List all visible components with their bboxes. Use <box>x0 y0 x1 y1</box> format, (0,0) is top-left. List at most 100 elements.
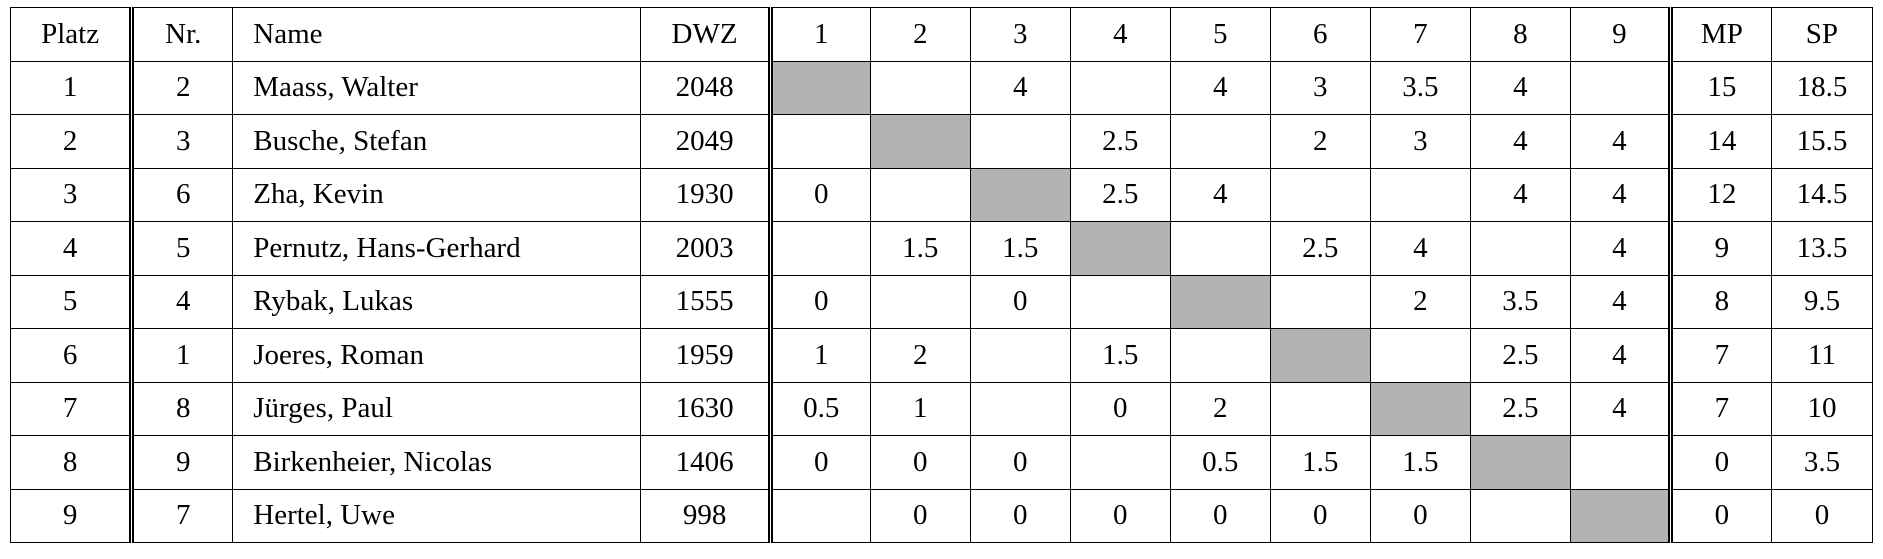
table-row: 3 6 Zha, Kevin 1930 0 2.5 4 4 4 12 14.5 <box>9 167 1874 222</box>
table-cell: 3.5 <box>1770 435 1874 490</box>
table-cell: 0 <box>1770 488 1874 543</box>
table-cell: 4 <box>9 221 133 276</box>
header-cell: MP <box>1667 7 1772 62</box>
table-cell <box>1269 328 1371 383</box>
table-cell: 2.5 <box>1069 167 1171 222</box>
table-cell: 2.5 <box>1269 221 1371 276</box>
table-cell: 0 <box>969 435 1071 490</box>
header-cell: Platz <box>9 7 133 62</box>
table-cell: 15 <box>1667 60 1772 115</box>
table-cell: 9 <box>1667 221 1772 276</box>
header-cell: 8 <box>1469 7 1571 62</box>
table-cell: 9.5 <box>1770 274 1874 329</box>
table-cell <box>1169 328 1271 383</box>
table-cell <box>1069 435 1171 490</box>
table-cell: 1 <box>767 328 871 383</box>
table-cell: 0 <box>1069 488 1171 543</box>
table-cell <box>1569 60 1671 115</box>
header-cell: Nr. <box>129 7 234 62</box>
table-cell <box>1069 60 1171 115</box>
table-cell: 1.5 <box>1269 435 1371 490</box>
table-cell: Busche, Stefan <box>232 114 642 169</box>
table-cell: 4 <box>969 60 1071 115</box>
header-cell: 6 <box>1269 7 1371 62</box>
table-cell: Zha, Kevin <box>232 167 642 222</box>
table-cell: Hertel, Uwe <box>232 488 642 543</box>
table-cell <box>869 114 971 169</box>
table-cell: 0 <box>969 274 1071 329</box>
table-cell <box>1369 167 1471 222</box>
table-cell: 3 <box>1369 114 1471 169</box>
table-cell: Pernutz, Hans-Gerhard <box>232 221 642 276</box>
table-cell: 1.5 <box>1369 435 1471 490</box>
table-cell: 1406 <box>640 435 771 490</box>
table-cell: 4 <box>1469 167 1571 222</box>
table-cell: 1930 <box>640 167 771 222</box>
table-cell: 2 <box>1169 381 1271 436</box>
table-cell: 0 <box>1667 435 1772 490</box>
table-row: 9 7 Hertel, Uwe 998 0 0 0 0 0 0 0 0 <box>9 488 1874 543</box>
table-cell: 2 <box>1369 274 1471 329</box>
table-cell: 0 <box>1369 488 1471 543</box>
table-cell: 4 <box>1369 221 1471 276</box>
table-cell: 0 <box>1169 488 1271 543</box>
table-cell <box>969 167 1071 222</box>
table-cell: 1.5 <box>869 221 971 276</box>
table-cell: 1555 <box>640 274 771 329</box>
table-cell <box>869 167 971 222</box>
table-cell <box>767 488 871 543</box>
table-cell: Rybak, Lukas <box>232 274 642 329</box>
table-cell <box>767 60 871 115</box>
table-cell: 4 <box>1569 328 1671 383</box>
table-cell: 4 <box>1469 60 1571 115</box>
table-cell: 4 <box>1169 167 1271 222</box>
table-cell: Joeres, Roman <box>232 328 642 383</box>
table-cell: 3.5 <box>1469 274 1571 329</box>
table-cell: 11 <box>1770 328 1874 383</box>
table-cell: 2 <box>9 114 133 169</box>
table-cell: 2.5 <box>1069 114 1171 169</box>
table-cell <box>1069 221 1171 276</box>
table-cell <box>969 381 1071 436</box>
table-cell: 998 <box>640 488 771 543</box>
table-cell: 2048 <box>640 60 771 115</box>
table-cell: 1959 <box>640 328 771 383</box>
table-cell: 4 <box>1469 114 1571 169</box>
table-cell: 4 <box>1569 274 1671 329</box>
table-row: 5 4 Rybak, Lukas 1555 0 0 2 3.5 4 8 9.5 <box>9 274 1874 329</box>
table-cell <box>1569 435 1671 490</box>
table-cell: 5 <box>129 221 234 276</box>
table-cell <box>1269 167 1371 222</box>
result-table: Platz Nr. Name DWZ 1 2 3 4 5 6 7 8 9 MP SP 1 2 Maass, Wa… <box>9 7 1874 543</box>
table-cell: 8 <box>1667 274 1772 329</box>
table-cell: 2.5 <box>1469 381 1571 436</box>
table-cell: 9 <box>9 488 133 543</box>
table-cell <box>1069 274 1171 329</box>
table-cell: 2 <box>869 328 971 383</box>
header-cell: 9 <box>1569 7 1671 62</box>
table-cell: 0 <box>767 435 871 490</box>
table-cell: 0 <box>869 488 971 543</box>
table-cell: 1 <box>869 381 971 436</box>
table-cell <box>1169 274 1271 329</box>
header-cell: 5 <box>1169 7 1271 62</box>
table-cell: 3 <box>1269 60 1371 115</box>
table-cell: 6 <box>9 328 133 383</box>
table-cell: 0.5 <box>767 381 871 436</box>
table-cell <box>969 328 1071 383</box>
header-cell: 3 <box>969 7 1071 62</box>
table-cell: 1 <box>129 328 234 383</box>
table-cell: 3 <box>129 114 234 169</box>
table-cell: 0 <box>767 167 871 222</box>
table-cell <box>869 274 971 329</box>
table-cell: 4 <box>1569 381 1671 436</box>
header-cell: Name <box>232 7 642 62</box>
table-cell <box>1369 381 1471 436</box>
table-cell: 4 <box>1569 167 1671 222</box>
table-cell: 4 <box>129 274 234 329</box>
table-cell <box>1569 488 1671 543</box>
table-cell: 13.5 <box>1770 221 1874 276</box>
table-cell: Maass, Walter <box>232 60 642 115</box>
table-cell: 14 <box>1667 114 1772 169</box>
